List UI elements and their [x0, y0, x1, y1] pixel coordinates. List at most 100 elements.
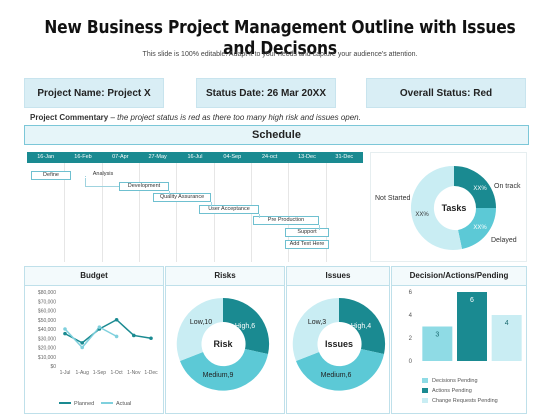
- budget-x-tick: 1-Aug: [76, 370, 90, 376]
- decisions-y-tick: 0: [409, 359, 413, 365]
- risk-high-label: High,6: [235, 323, 255, 330]
- budget-point: [80, 345, 84, 350]
- legend-actions-label: Actions Pending: [432, 388, 472, 394]
- legend-planned-label: Planned: [74, 401, 94, 407]
- tasks-on-track-label: On track: [494, 183, 521, 190]
- budget-point: [114, 317, 119, 322]
- issues-low-label: Low,3: [308, 319, 326, 326]
- budget-x-tick: 1-Sep: [93, 370, 107, 376]
- budget-point: [97, 325, 102, 329]
- month-label: 24-oct: [261, 154, 278, 160]
- risk-medium-label: Medium,9: [203, 372, 234, 379]
- actual-line: [64, 326, 117, 349]
- issues-high-label: High,4: [351, 323, 371, 330]
- legend-decisions-swatch: [422, 378, 428, 383]
- status-date-box: Status Date: 26 Mar 20XX: [196, 78, 336, 108]
- project-commentary: Project Commentary – the project status …: [30, 113, 361, 122]
- decisions-section: Decision/Actions/Pending 0 2 4 6 3 6 4 Decisi…: [391, 266, 527, 414]
- risk-high-slice: [223, 297, 270, 354]
- budget-point: [114, 334, 119, 339]
- budget-x-tick: 1-Jul: [60, 370, 71, 376]
- project-name-box: Project Name: Project X: [24, 78, 164, 108]
- issues-medium-label: Medium,6: [321, 372, 352, 379]
- month-row: 16-Jan 16-Feb 07-Apr 27-May 16-Jul 04-Se…: [27, 152, 363, 163]
- month-label: 07-Apr: [112, 154, 129, 160]
- budget-point: [132, 333, 136, 338]
- budget-y-tick: $70,000: [38, 299, 56, 305]
- donut-not-started-slice: [410, 165, 462, 250]
- task-support: Support: [285, 228, 329, 237]
- planned-line: [64, 318, 152, 344]
- grid-line: [139, 163, 140, 262]
- page-title: New Business Project Management Outline …: [44, 17, 516, 59]
- risks-section: Risks Risk Low,10 High,6 Medium,9: [165, 266, 285, 414]
- legend-actual-label: Actual: [116, 401, 131, 407]
- tasks-pct-on-track: XX%: [473, 186, 487, 192]
- month-label: 31-Dec: [335, 154, 354, 160]
- budget-y-tick: $10,000: [38, 355, 56, 361]
- task-development: Development: [119, 182, 169, 191]
- decisions-y-tick: 6: [409, 290, 413, 296]
- task-analysis: Analysis: [92, 171, 114, 177]
- legend-actions-swatch: [422, 388, 428, 393]
- issues-section: Issues Issues Low,3 High,4 Medium,6: [286, 266, 390, 414]
- decisions-bar: [457, 292, 487, 361]
- task-quality-assurance: Quality Assurance: [153, 193, 211, 202]
- commentary-label: Project Commentary: [30, 113, 109, 122]
- budget-y-tick: $0: [50, 364, 56, 370]
- task-define: Define: [31, 171, 71, 180]
- risks-title: Risks: [166, 267, 284, 286]
- budget-y-tick: $40,000: [38, 327, 56, 333]
- budget-point: [63, 331, 67, 336]
- task-connector: [85, 178, 119, 187]
- risks-donut-chart: Risk Low,10 High,6 Medium,9: [176, 297, 270, 391]
- decisions-bar: [491, 315, 522, 361]
- tasks-center-label: Tasks: [442, 203, 467, 213]
- month-label: 13-Dec: [298, 154, 316, 160]
- legend-decisions-label: Decisions Pending: [432, 378, 478, 384]
- task-pre-production: Pre Production: [253, 216, 319, 225]
- decisions-bar-chart: 0 2 4 6 3 6 4 Decisions Pending Actions Pendi…: [409, 290, 522, 404]
- decisions-bar: [422, 326, 453, 361]
- legend-change-swatch: [422, 398, 428, 403]
- issues-medium-slice: [296, 349, 384, 391]
- overall-status-box: Overall Status: Red: [366, 78, 526, 108]
- risk-low-slice: [176, 297, 223, 361]
- tasks-not-started-label: Not Started: [375, 195, 411, 202]
- schedule-header: Schedule: [24, 125, 529, 145]
- budget-y-tick: $80,000: [38, 290, 56, 296]
- budget-y-tick: $20,000: [38, 346, 56, 352]
- budget-title: Budget: [25, 267, 163, 286]
- tasks-panel: Tasks XX% XX% XX% On track Not Started D…: [370, 152, 527, 262]
- decisions-title: Decision/Actions/Pending: [392, 267, 526, 286]
- grid-line: [64, 163, 65, 262]
- tasks-pct-not-started: XX%: [415, 212, 429, 218]
- budget-y-tick: $60,000: [38, 309, 56, 315]
- issues-high-slice: [339, 297, 386, 354]
- commentary-text: – the project status is red as there too…: [108, 113, 361, 122]
- page-subtitle: This slide is 100% editable. Adapt it to…: [142, 51, 418, 58]
- issues-center-label: Issues: [325, 339, 353, 349]
- decisions-y-tick: 4: [409, 313, 413, 319]
- task-add-text: Add Text Here: [285, 240, 329, 249]
- issues-donut-chart: Issues Low,3 High,4 Medium,6: [292, 297, 386, 391]
- budget-section: Budget $80,000 $70,000 $60,000 $50,000 $40,0…: [24, 266, 164, 414]
- month-label: 04-Sep: [223, 154, 242, 160]
- grid-line: [102, 163, 103, 262]
- month-label: 27-May: [148, 154, 167, 160]
- budget-y-tick: $30,000: [38, 336, 56, 342]
- decisions-bar-label: 3: [435, 332, 439, 339]
- decisions-bar-label: 4: [505, 320, 509, 327]
- budget-point: [149, 336, 153, 341]
- tasks-donut-chart: Tasks XX% XX% XX% On track Not Started D…: [375, 165, 521, 250]
- grid-line: [326, 163, 327, 262]
- budget-x-tick: 1-Dec: [144, 370, 158, 376]
- grid-line: [288, 163, 289, 262]
- issues-low-slice: [292, 297, 339, 361]
- risk-low-label: Low,10: [190, 319, 212, 326]
- risk-center-label: Risk: [213, 339, 233, 349]
- budget-point: [63, 327, 67, 331]
- tasks-pct-delayed: XX%: [473, 225, 487, 231]
- risk-medium-slice: [180, 349, 268, 391]
- legend-change-label: Change Requests Pending: [432, 398, 498, 404]
